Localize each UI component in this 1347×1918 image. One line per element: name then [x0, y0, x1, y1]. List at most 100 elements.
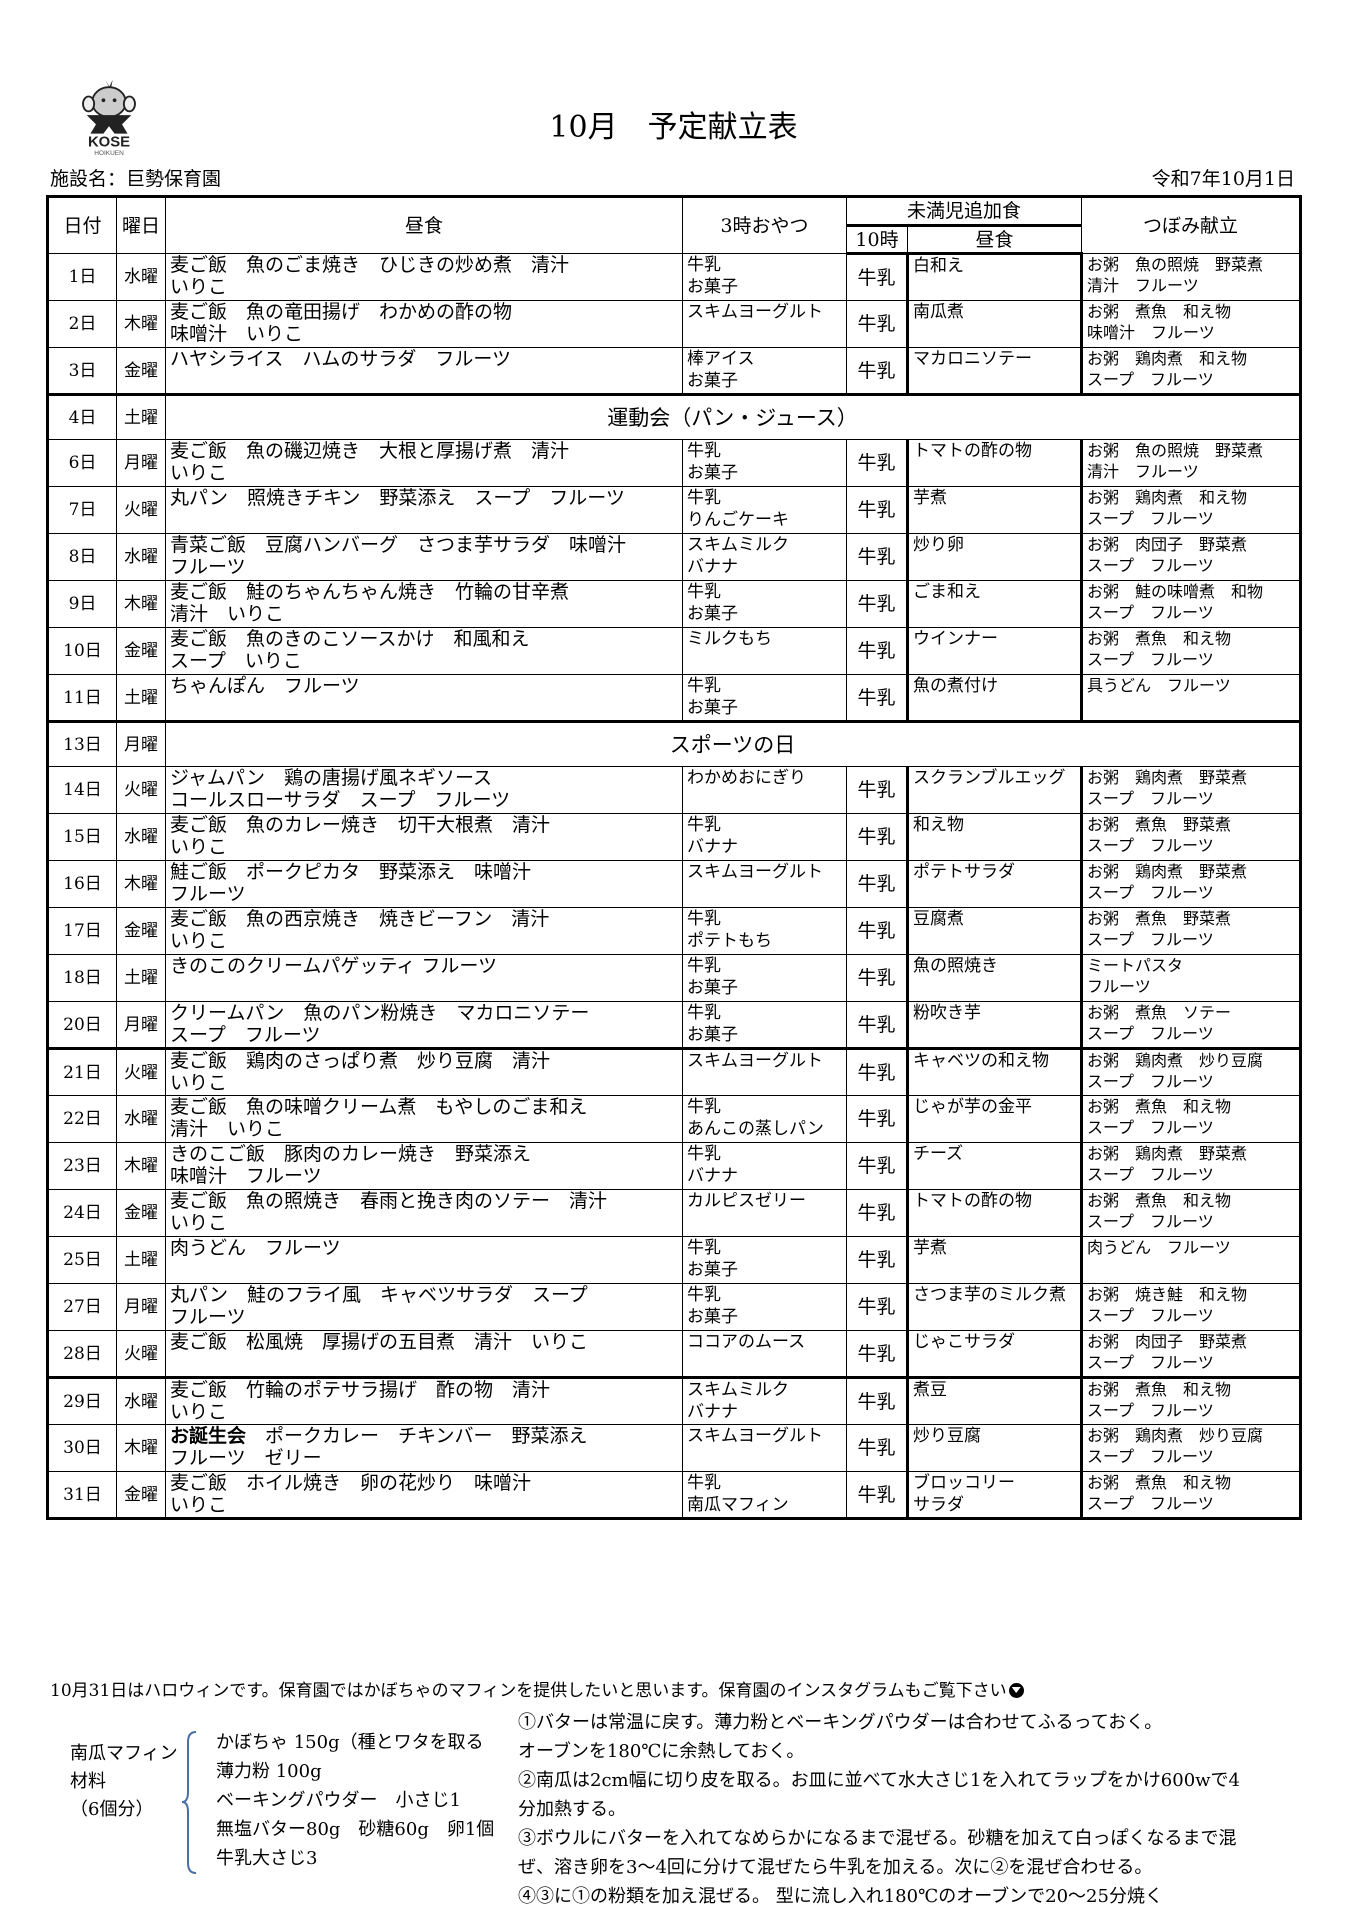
day-cell: 11日: [47, 674, 117, 723]
lunch-cell: 麦ご飯 ホイル焼き 卵の花炒り 味噌汁 いりこ: [165, 1471, 683, 1519]
extra-lunch-cell: ブロッコリー サラダ: [905, 1471, 1083, 1519]
extra-lunch-cell: ポテトサラダ: [905, 860, 1083, 908]
day-cell: 20日: [47, 1001, 117, 1050]
ten-oclock-cell: 牛乳: [846, 813, 908, 861]
recipe-step: ①バターは常温に戻す。薄力粉とベーキングパウダーは合わせてふるっておく。: [518, 1712, 1163, 1733]
day-cell: 23日: [47, 1142, 117, 1190]
menu-row: 2日 木曜 麦ご飯 魚の竜田揚げ わかめの酢の物 味噌汁 いりこ スキムヨーグルト 牛乳…: [47, 300, 1302, 348]
day-cell: 4日: [47, 394, 117, 440]
menu-row: 7日 火曜 丸パン 照焼きチキン 野菜添え スープ フルーツ 牛乳 りんごケーキ 牛乳芋…: [47, 486, 1302, 534]
tsubomi-cell: お粥 焼き鮭 和え物 スープ フルーツ: [1080, 1283, 1302, 1331]
weekday-cell: 木曜: [116, 860, 166, 908]
snack-cell: スキムミルク バナナ: [682, 533, 847, 581]
ten-oclock-cell: 牛乳: [846, 860, 908, 908]
menu-row: 20日 月曜 クリームパン 魚のパン粉焼き マカロニソテー スープ フルーツ 牛乳 お…: [47, 1001, 1302, 1050]
day-cell: 14日: [47, 766, 117, 814]
lunch-cell: 麦ご飯 魚の磯辺焼き 大根と厚揚げ煮 清汁 いりこ: [165, 439, 683, 487]
extra-lunch-cell: 魚の煮付け: [905, 674, 1083, 723]
menu-row: 1日 水曜 麦ご飯 魚のごま焼き ひじきの炒め煮 清汁 いりこ 牛乳 お菓子 牛乳 白和え…: [47, 253, 1302, 301]
ten-oclock-cell: 牛乳: [846, 1189, 908, 1237]
header-weekday: 曜日: [116, 196, 166, 254]
recipe-step: ③ボウルにバターを入れてなめらかになるまで混ぜる。砂糖を加えて白っぽくなるまで混: [518, 1828, 1237, 1849]
weekday-cell: 金曜: [116, 1471, 166, 1519]
tsubomi-cell: お粥 煮魚 和え物 味噌汁 フルーツ: [1080, 300, 1302, 348]
lunch-cell: 麦ご飯 魚のきのこソースかけ 和風和え スープ いりこ: [165, 627, 683, 675]
halloween-note: 10月31日はハロウィンです。保育園ではかぼちゃのマフィンを提供したいと思います…: [50, 1676, 1024, 1701]
snack-cell: 牛乳 バナナ: [682, 813, 847, 861]
menu-row: 21日 火曜 麦ご飯 鶏肉のさっぱり煮 炒り豆腐 清汁 いりこ スキムヨーグルト 牛乳キ…: [47, 1048, 1302, 1096]
recipe-step: ④③に①の粉類を加え混ぜる。 型に流し入れ180℃のオーブンで20～25分焼く: [518, 1886, 1163, 1907]
day-cell: 16日: [47, 860, 117, 908]
lunch-text: ポークカレー チキンバー 野菜添え フルーツ ゼリー: [170, 1425, 588, 1470]
header-lunch: 昼食: [165, 196, 683, 254]
day-cell: 17日: [47, 907, 117, 955]
birthday-label: お誕生会: [170, 1425, 247, 1448]
menu-table: 日付 曜日 昼食 3時おやつ 未満児追加食 つぼみ献立 10時 昼食 1日 水曜麦…: [46, 195, 1303, 1520]
lunch-cell: 鮭ご飯 ポークピカタ 野菜添え 味噌汁 フルーツ: [165, 860, 683, 908]
weekday-cell: 金曜: [116, 1189, 166, 1237]
menu-row: 16日 木曜 鮭ご飯 ポークピカタ 野菜添え 味噌汁 フルーツ スキムヨーグルト 牛乳ポ…: [47, 860, 1302, 908]
snack-cell: スキムヨーグルト: [682, 1424, 847, 1472]
weekday-cell: 水曜: [116, 1095, 166, 1143]
lunch-cell: ジャムパン 鶏の唐揚げ風ネギソース コールスローサラダ スープ フルーツ: [165, 766, 683, 814]
ten-oclock-cell: 牛乳: [846, 253, 908, 301]
tsubomi-cell: お粥 肉団子 野菜煮 スープ フルーツ: [1080, 533, 1302, 581]
snack-cell: わかめおにぎり: [682, 766, 847, 814]
menu-row: 22日 水曜 麦ご飯 魚の味噌クリーム煮 もやしのごま和え 清汁 いりこ 牛乳 あんこ…: [47, 1095, 1302, 1143]
event-cell: 運動会（パン・ジュース）: [164, 394, 1302, 440]
day-cell: 6日: [47, 439, 117, 487]
menu-row: 24日 金曜 麦ご飯 魚の照焼き 春雨と挽き肉のソテー 清汁 いりこ カルピスゼリー牛…: [47, 1189, 1302, 1237]
day-cell: 30日: [47, 1424, 117, 1472]
day-cell: 8日: [47, 533, 117, 581]
extra-lunch-cell: 芋煮: [905, 486, 1083, 534]
recipe-step: オーブンを180℃に余熱しておく。: [518, 1741, 805, 1762]
extra-lunch-cell: 南瓜煮: [905, 300, 1083, 348]
day-cell: 18日: [47, 954, 117, 1002]
day-cell: 1日: [47, 253, 117, 301]
header-ten: 10時: [846, 225, 908, 255]
menu-row: 17日 金曜 麦ご飯 魚の西京焼き 焼きビーフン 清汁 いりこ 牛乳 ポテトもち 牛乳豆…: [47, 907, 1302, 955]
weekday-cell: 木曜: [116, 580, 166, 628]
snack-cell: 牛乳 お菓子: [682, 439, 847, 487]
svg-text:KOSE: KOSE: [88, 135, 130, 151]
extra-lunch-cell: ごま和え: [905, 580, 1083, 628]
snack-cell: 牛乳 お菓子: [682, 253, 847, 301]
note-text: 10月31日はハロウィンです。保育園ではかぼちゃのマフィンを提供したいと思います…: [50, 1681, 1007, 1701]
ten-oclock-cell: 牛乳: [846, 486, 908, 534]
tsubomi-cell: お粥 煮魚 ソテー スープ フルーツ: [1080, 1001, 1302, 1050]
tsubomi-cell: ミートパスタ フルーツ: [1080, 954, 1302, 1002]
weekday-cell: 土曜: [116, 1236, 166, 1284]
snack-cell: 牛乳 お菓子: [682, 1236, 847, 1284]
recipe-label: 南瓜マフィン 材料 （6個分）: [70, 1743, 178, 1820]
day-cell: 2日: [47, 300, 117, 348]
lunch-cell: ちゃんぽん フルーツ: [165, 674, 683, 723]
ten-oclock-cell: 牛乳: [846, 347, 908, 396]
header-extra: 未満児追加食: [845, 196, 1083, 227]
tsubomi-cell: お粥 鶏肉煮 炒り豆腐 スープ フルーツ: [1080, 1424, 1302, 1472]
tsubomi-cell: 具うどん フルーツ: [1080, 674, 1302, 723]
extra-lunch-cell: 豆腐煮: [905, 907, 1083, 955]
snack-cell: 牛乳 ポテトもち: [682, 907, 847, 955]
weekday-cell: 月曜: [116, 1283, 166, 1331]
tsubomi-cell: 肉うどん フルーツ: [1080, 1236, 1302, 1284]
ingredient-item: 牛乳大さじ3: [216, 1848, 318, 1869]
header-tsubomi: つぼみ献立: [1081, 196, 1302, 254]
recipe-step: 分加熱する。: [518, 1799, 626, 1820]
snack-cell: スキムヨーグルト: [682, 300, 847, 348]
weekday-cell: 水曜: [116, 533, 166, 581]
weekday-cell: 金曜: [116, 627, 166, 675]
tsubomi-cell: お粥 鶏肉煮 和え物 スープ フルーツ: [1080, 486, 1302, 534]
extra-lunch-cell: 和え物: [905, 813, 1083, 861]
tsubomi-cell: お粥 煮魚 和え物 スープ フルーツ: [1080, 627, 1302, 675]
menu-row: 3日 金曜 ハヤシライス ハムのサラダ フルーツ 棒アイス お菓子 牛乳 マカロニソテーお…: [47, 347, 1302, 396]
snack-cell: 牛乳 お菓子: [682, 1001, 847, 1050]
extra-lunch-cell: キャベツの和え物: [905, 1048, 1083, 1096]
lunch-cell: 麦ご飯 魚のカレー焼き 切干大根煮 清汁 いりこ: [165, 813, 683, 861]
tsubomi-cell: お粥 煮魚 和え物 スープ フルーツ: [1080, 1471, 1302, 1519]
weekday-cell: 火曜: [116, 1048, 166, 1096]
snack-cell: ココアのムース: [682, 1330, 847, 1379]
weekday-cell: 木曜: [116, 1424, 166, 1472]
tsubomi-cell: お粥 鶏肉煮 炒り豆腐 スープ フルーツ: [1080, 1048, 1302, 1096]
snack-cell: 牛乳 お菓子: [682, 1283, 847, 1331]
extra-lunch-cell: じゃが芋の金平: [905, 1095, 1083, 1143]
